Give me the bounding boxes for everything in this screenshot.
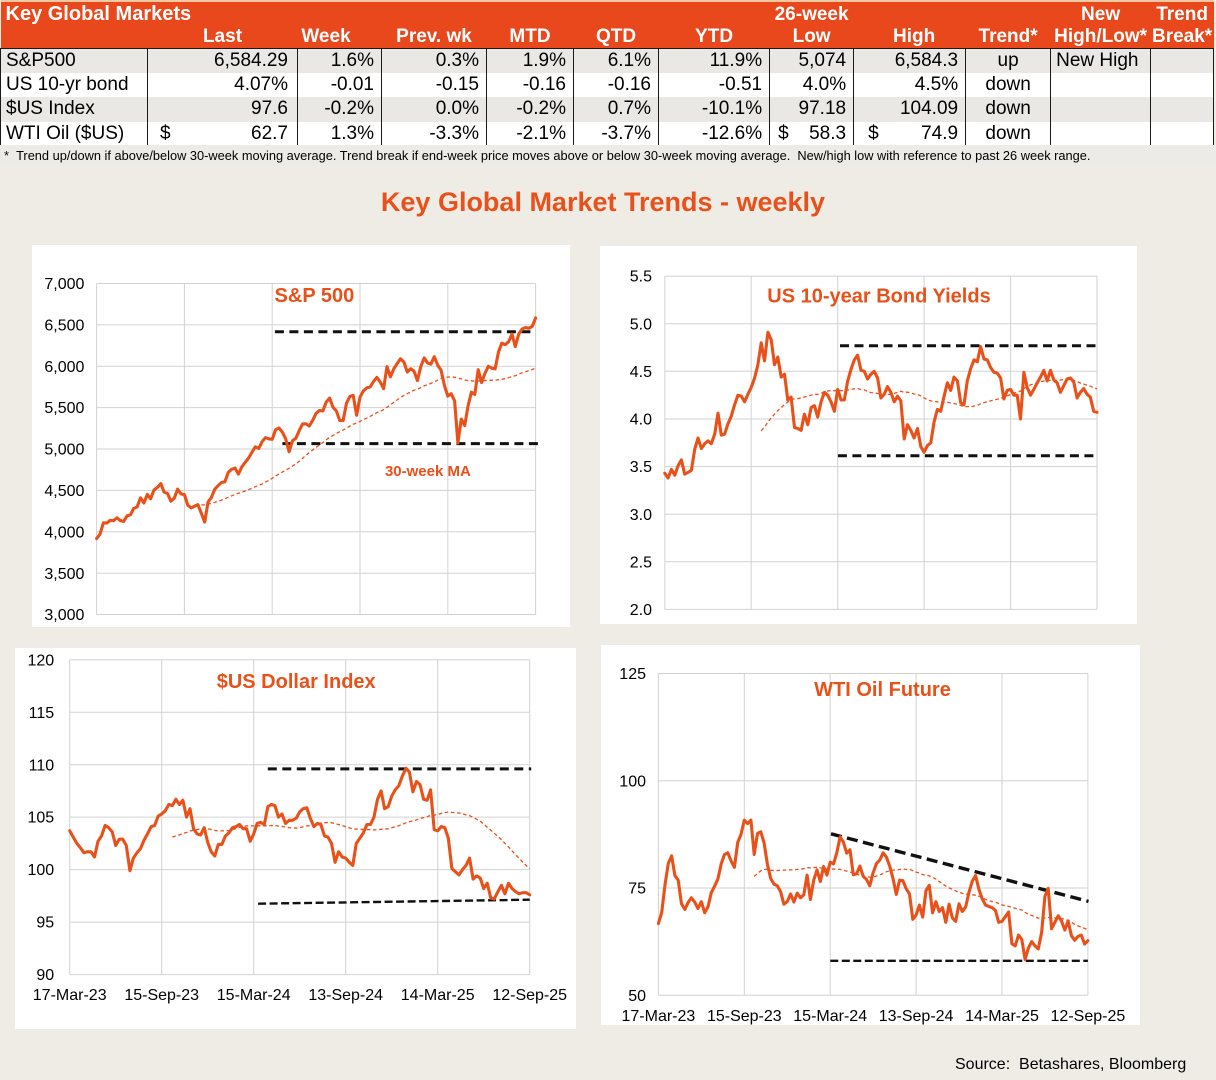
svg-text:4.5: 4.5 bbox=[630, 364, 652, 381]
svg-text:5.5: 5.5 bbox=[630, 269, 652, 286]
svg-text:15-Mar-24: 15-Mar-24 bbox=[793, 1008, 867, 1025]
svg-text:6,000: 6,000 bbox=[44, 359, 84, 376]
svg-text:2.5: 2.5 bbox=[630, 554, 652, 571]
svg-text:30-week MA: 30-week MA bbox=[385, 463, 471, 480]
svg-text:105: 105 bbox=[27, 810, 54, 827]
svg-text:15-Sep-23: 15-Sep-23 bbox=[707, 1008, 782, 1025]
svg-text:115: 115 bbox=[28, 705, 54, 722]
svg-text:17-Mar-23: 17-Mar-23 bbox=[33, 987, 107, 1004]
svg-text:12-Sep-25: 12-Sep-25 bbox=[1051, 1008, 1126, 1025]
svg-text:17-Mar-23: 17-Mar-23 bbox=[621, 1008, 695, 1025]
svg-text:14-Mar-25: 14-Mar-25 bbox=[401, 987, 475, 1004]
svg-text:S&P 500: S&P 500 bbox=[274, 285, 354, 307]
svg-text:125: 125 bbox=[619, 666, 646, 683]
svg-text:2.0: 2.0 bbox=[630, 602, 652, 619]
svg-text:3,500: 3,500 bbox=[44, 566, 84, 583]
svg-text:14-Mar-25: 14-Mar-25 bbox=[965, 1008, 1039, 1025]
svg-text:50: 50 bbox=[628, 988, 646, 1005]
svg-text:15-Sep-23: 15-Sep-23 bbox=[124, 987, 199, 1004]
svg-text:WTI Oil Future: WTI Oil Future bbox=[814, 679, 951, 701]
svg-text:US 10-year Bond Yields: US 10-year Bond Yields bbox=[767, 286, 990, 308]
svg-text:5.0: 5.0 bbox=[630, 316, 652, 333]
svg-text:100: 100 bbox=[619, 773, 646, 790]
svg-text:4,500: 4,500 bbox=[44, 483, 84, 500]
svg-text:6,500: 6,500 bbox=[44, 317, 84, 334]
svg-text:13-Sep-24: 13-Sep-24 bbox=[308, 987, 383, 1004]
svg-text:3.0: 3.0 bbox=[630, 507, 652, 524]
svg-text:75: 75 bbox=[628, 881, 646, 898]
svg-text:$US Dollar Index: $US Dollar Index bbox=[217, 671, 376, 693]
svg-text:100: 100 bbox=[27, 862, 54, 879]
svg-text:15-Mar-24: 15-Mar-24 bbox=[217, 987, 291, 1004]
svg-text:3,000: 3,000 bbox=[44, 607, 84, 624]
svg-text:95: 95 bbox=[36, 915, 54, 932]
svg-text:4.0: 4.0 bbox=[630, 412, 652, 429]
svg-text:5,500: 5,500 bbox=[44, 400, 84, 417]
svg-text:5,000: 5,000 bbox=[44, 441, 84, 458]
svg-text:12-Sep-25: 12-Sep-25 bbox=[492, 987, 567, 1004]
svg-text:7,000: 7,000 bbox=[44, 276, 84, 293]
svg-text:13-Sep-24: 13-Sep-24 bbox=[879, 1008, 954, 1025]
svg-text:3.5: 3.5 bbox=[630, 459, 652, 476]
svg-text:4,000: 4,000 bbox=[44, 524, 84, 541]
svg-text:90: 90 bbox=[36, 967, 54, 984]
svg-text:120: 120 bbox=[27, 652, 54, 669]
svg-text:110: 110 bbox=[28, 757, 54, 774]
